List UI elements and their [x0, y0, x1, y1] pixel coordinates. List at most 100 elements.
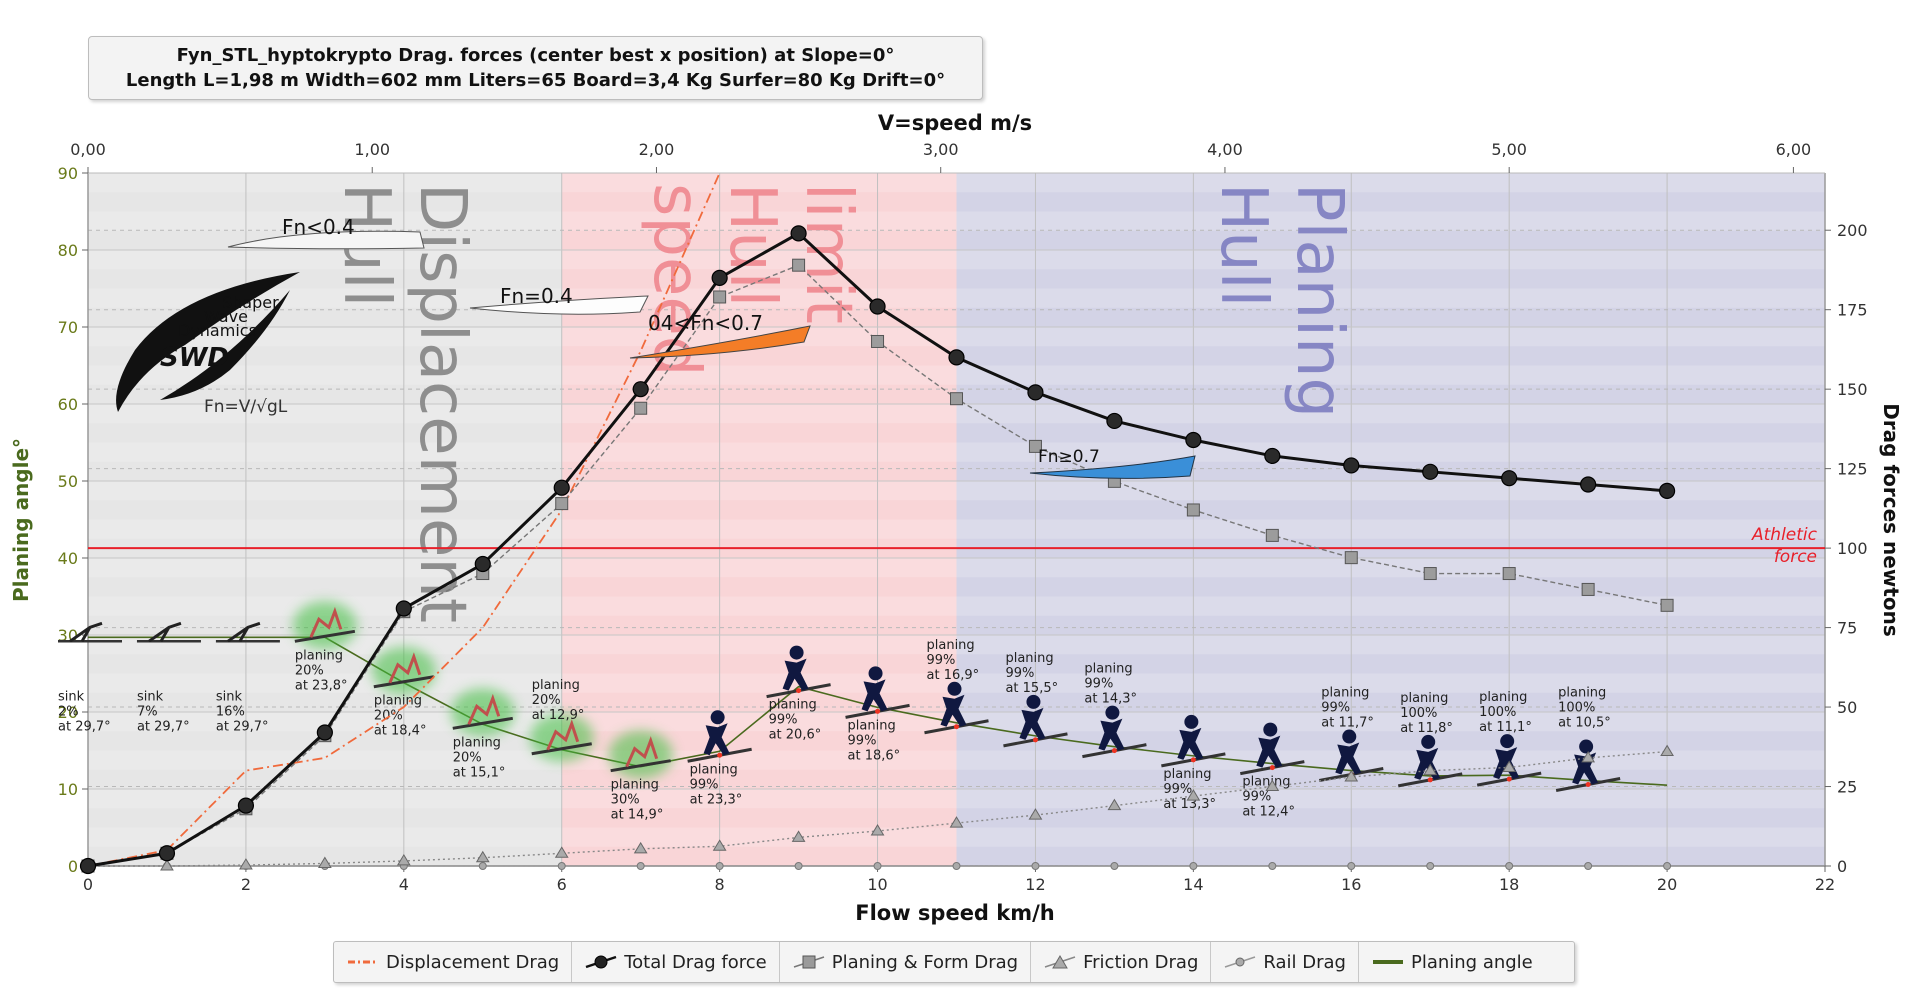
x-tick-label: 12 — [1025, 875, 1045, 894]
friction-drag-point — [1660, 744, 1674, 757]
total-drag-point — [790, 225, 807, 242]
legend-item-friction-drag[interactable]: Friction Drag — [1031, 942, 1212, 982]
froude-label-3: 04<Fn<0.7 — [648, 311, 763, 335]
band-stripe — [88, 558, 1825, 578]
y-left-tick-label: 50 — [58, 472, 78, 491]
legend-item-planing-form-drag[interactable]: Planing & Form Drag — [780, 942, 1032, 982]
y-right-tick-label: 100 — [1837, 539, 1868, 558]
rail-drag-point — [1663, 862, 1672, 870]
total-drag-point — [237, 797, 255, 814]
total-drag-point — [1027, 384, 1044, 401]
dot-line-icon — [1225, 956, 1256, 968]
y-left-tick-label: 60 — [58, 395, 78, 414]
y-right-tick-label: 75 — [1837, 619, 1857, 638]
chart-subtitle: Length L=1,98 m Width=602 mm Liters=65 B… — [125, 70, 946, 91]
annotation-text: 100% — [1558, 701, 1595, 716]
annotation-text: at 13,3° — [1163, 797, 1216, 812]
surfer-head — [1579, 739, 1594, 754]
froude-label-2: Fn=0.4 — [500, 284, 573, 308]
friction-drag-point — [396, 853, 411, 866]
friction-drag-point — [475, 850, 490, 863]
friction-drag-point — [1344, 770, 1359, 782]
surfer-body — [625, 736, 659, 768]
logo-text: Dynamics — [178, 321, 257, 340]
legend-item-total-drag-force[interactable]: Total Drag force — [572, 942, 780, 982]
top-tick-label: 0,00 — [70, 140, 106, 159]
region-1-background — [88, 173, 562, 866]
chart-title: Fyn_STL_hyptokrypto Drag. forces (center… — [176, 45, 895, 66]
triangle-line-icon — [1044, 955, 1076, 969]
band-stripe — [88, 712, 1825, 732]
rail-drag-point — [1584, 862, 1593, 870]
planing-form-drag-point — [1344, 551, 1358, 565]
legend-item-planing-angle[interactable]: Planing angle — [1359, 942, 1545, 982]
surfer-body — [546, 719, 580, 751]
annotation-text: at 29,7° — [137, 719, 190, 734]
band-stripe — [88, 481, 1825, 501]
annotation-text: 99% — [1321, 701, 1350, 716]
annotation-text: planing — [1479, 690, 1527, 705]
planing-form-drag-point — [1186, 503, 1200, 517]
logo-text: Wave — [204, 307, 248, 326]
annotation-text: at 15,5° — [1005, 681, 1058, 696]
top-tick-label: 4,00 — [1207, 140, 1243, 159]
froude-label-1: Fn<0.4 — [282, 215, 355, 239]
annotation-text: planing — [1242, 775, 1290, 790]
annotation-text: planing — [690, 762, 738, 777]
logo-text: Shaper — [222, 293, 279, 312]
legend-item-rail-drag[interactable]: Rail Drag — [1211, 942, 1359, 982]
planing-form-drag-point — [1423, 567, 1437, 581]
region-label-planing-hull: Planing — [1282, 183, 1356, 418]
surfer-body — [388, 652, 422, 684]
friction-drag-point — [160, 859, 174, 871]
surfer-head — [1184, 714, 1199, 729]
rail-drag-point — [873, 862, 882, 870]
surfer-marker — [1269, 765, 1275, 771]
surfer-body — [467, 693, 501, 725]
board-silhouette-4 — [1029, 455, 1196, 479]
annotation-text: planing — [453, 735, 501, 750]
legend-label: Friction Drag — [1083, 951, 1199, 973]
annotation-text: at 14,9° — [611, 808, 664, 823]
annotation-text: at 23,8° — [295, 678, 348, 693]
annotation-text: sink — [58, 689, 85, 704]
annotation-text: planing — [848, 718, 896, 733]
athletic-force-label: force — [1774, 547, 1817, 567]
total-drag-point — [1264, 447, 1281, 465]
y-left-axis-label: Planing angle° — [9, 438, 33, 602]
band-stripe — [88, 288, 1825, 308]
friction-drag-point — [1581, 750, 1596, 763]
surfer-icon — [450, 688, 515, 737]
surfer-head — [1026, 694, 1041, 709]
froude-label-4: Fn≥0.7 — [1038, 447, 1100, 467]
annotation-text: planing — [1005, 651, 1053, 666]
total-drag-point — [1106, 412, 1123, 430]
surfer-marker — [875, 708, 881, 714]
band-stripe — [88, 596, 1825, 616]
total-drag-point — [1343, 457, 1360, 474]
annotation-text: planing — [532, 678, 580, 693]
total-drag-point — [79, 857, 97, 875]
x-tick-label: 18 — [1499, 875, 1519, 894]
surfer-marker — [796, 688, 802, 694]
total-drag-point — [474, 555, 491, 573]
surfer-icon — [1555, 739, 1621, 793]
surfer-body — [1098, 718, 1125, 751]
surfer-marker — [1585, 782, 1591, 788]
surfer-marker — [1506, 776, 1512, 782]
annotation-text: planing — [927, 638, 975, 653]
surfer-head — [710, 710, 725, 725]
y-left-tick-label: 70 — [58, 318, 78, 337]
x-tick-label: 14 — [1183, 875, 1203, 894]
surfer-head — [1342, 729, 1357, 744]
rail-drag-point — [1110, 862, 1119, 870]
annotation-text: 99% — [848, 733, 877, 748]
annotation-text: at 12,9° — [532, 708, 585, 723]
surfer-icon — [608, 730, 673, 779]
rail-drag-point — [1426, 862, 1435, 870]
annotation-text: 99% — [690, 777, 719, 792]
surfer-icon — [924, 681, 989, 735]
legend-item-displacement-drag[interactable]: Displacement Drag — [334, 942, 573, 982]
y-left-tick-label: 80 — [58, 241, 78, 260]
annotation-text: at 29,7° — [58, 719, 111, 734]
